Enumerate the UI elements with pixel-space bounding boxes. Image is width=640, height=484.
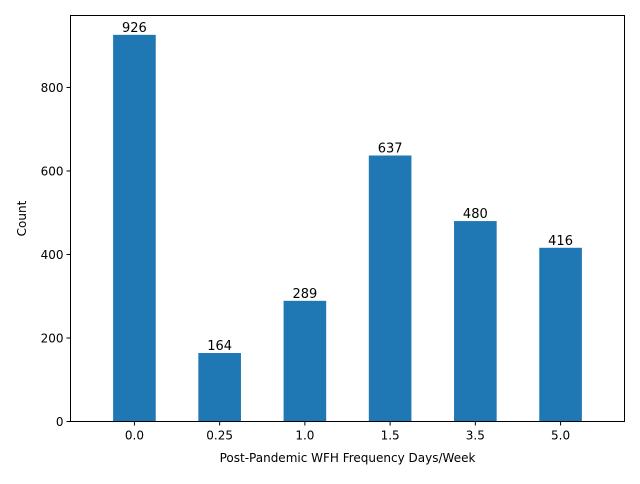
x-tick-label-3: 1.5 [381, 429, 400, 443]
y-tick-label-2: 400 [41, 248, 64, 262]
x-tick-label-1: 0.25 [206, 429, 233, 443]
data-label-1: 164 [207, 339, 232, 354]
x-tick-label-4: 3.5 [466, 429, 485, 443]
data-label-5: 416 [548, 234, 573, 249]
y-tick-label-4: 800 [41, 81, 64, 95]
x-tick-label-5: 5.0 [551, 429, 570, 443]
y-axis: 0 200 400 600 800 [41, 81, 71, 429]
y-tick-label-0: 0 [56, 415, 64, 429]
y-tick-label-3: 600 [41, 164, 64, 178]
bars-group [113, 34, 582, 422]
bar-4 [454, 221, 497, 422]
data-label-3: 637 [378, 142, 403, 157]
x-axis-title: Post-Pandemic WFH Frequency Days/Week [220, 451, 476, 465]
data-label-2: 289 [292, 287, 317, 302]
x-tick-label-0: 0.0 [125, 429, 144, 443]
data-label-0: 926 [122, 21, 147, 36]
bar-5 [539, 247, 582, 422]
y-tick-label-1: 200 [41, 331, 64, 345]
bar-3 [368, 155, 412, 422]
plot-frame [70, 15, 625, 422]
bar-1 [198, 353, 241, 422]
data-labels-group: 926 164 289 637 480 416 [122, 21, 573, 354]
x-tick-label-2: 1.0 [295, 429, 314, 443]
data-label-4: 480 [463, 207, 488, 222]
bar-2 [283, 300, 327, 422]
bar-0 [113, 34, 156, 422]
y-axis-title: Count [15, 200, 29, 236]
x-axis: 0.0 0.25 1.0 1.5 3.5 5.0 [125, 421, 570, 443]
